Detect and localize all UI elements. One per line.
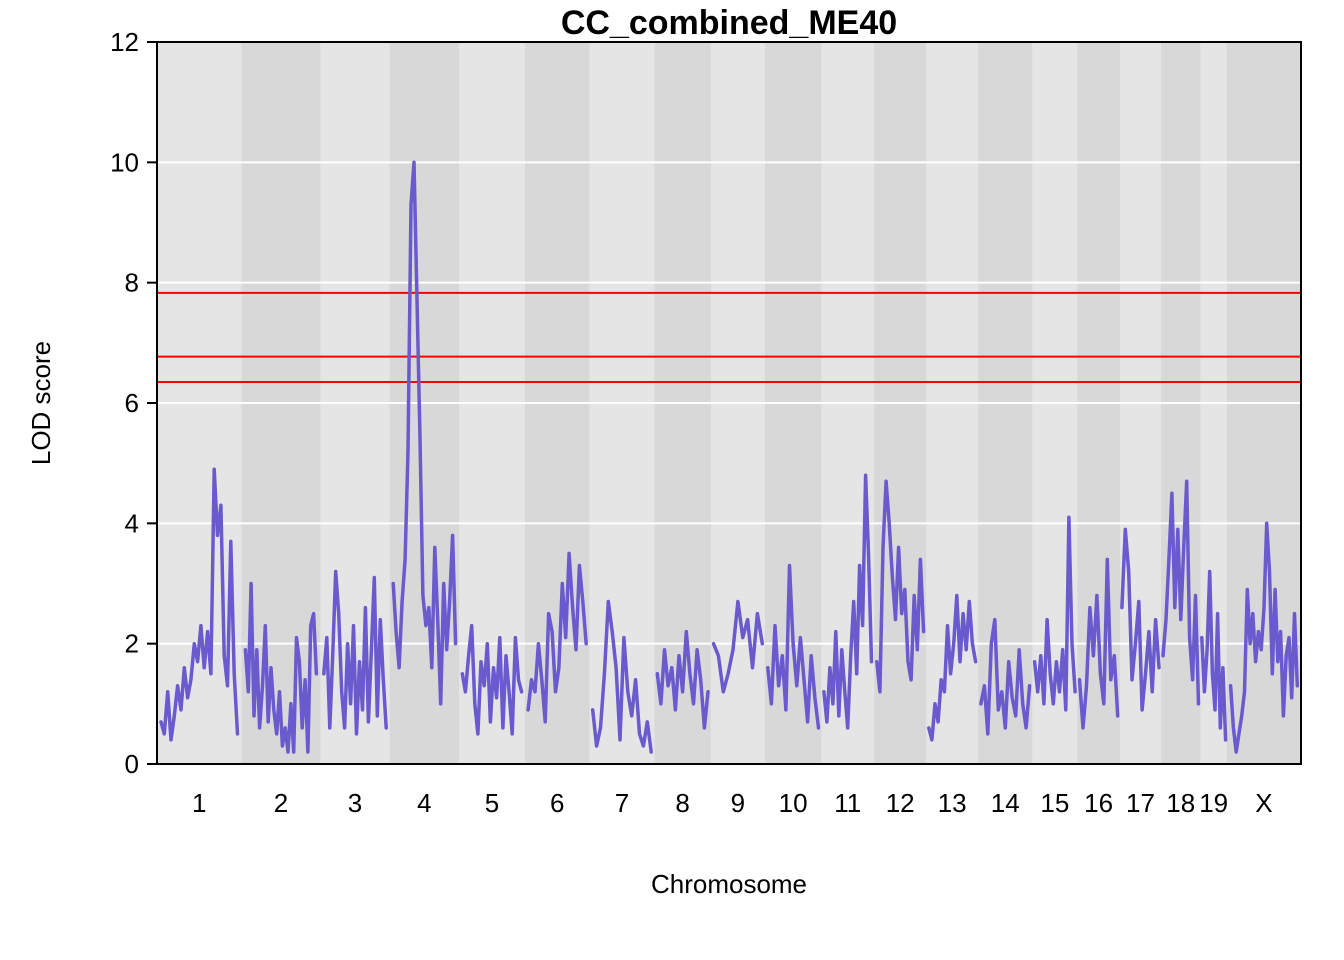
lod-line-chr-18 (1161, 479, 1201, 706)
x-tick-label-8: 8 (675, 788, 689, 818)
x-tick-label-6: 6 (550, 788, 564, 818)
lod-line-chr-11 (822, 473, 874, 730)
chart-title: CC_combined_ME40 (561, 4, 897, 42)
lod-line-chr-4 (391, 160, 458, 706)
lod-line-chr-2 (243, 581, 319, 754)
x-axis-labels: 1 2 3 4 5 6 7 8 9 10 11 12 13 14 15 16 17 18 19 X (192, 788, 1273, 818)
lod-line-chr-5 (460, 623, 524, 736)
lod-line-chr-12 (875, 479, 926, 694)
y-axis-label: LOD score (26, 341, 56, 465)
y-tick-label-2: 2 (125, 629, 139, 659)
lod-line-chr-7 (590, 599, 653, 754)
x-tick-label-3: 3 (348, 788, 362, 818)
lod-curve (159, 160, 1300, 754)
lod-line-chr-1 (159, 467, 240, 742)
x-tick-label-X: X (1255, 788, 1272, 818)
lod-line-chr-10 (766, 563, 821, 730)
x-tick-label-19: 19 (1199, 788, 1228, 818)
x-tick-label-12: 12 (886, 788, 915, 818)
y-tick-label-8: 8 (125, 268, 139, 298)
threshold-lines (157, 291, 1301, 383)
x-tick-label-4: 4 (417, 788, 431, 818)
x-tick-label-2: 2 (274, 788, 288, 818)
y-tick-label-12: 12 (110, 27, 139, 57)
x-tick-label-5: 5 (485, 788, 499, 818)
x-tick-label-1: 1 (192, 788, 206, 818)
y-tick-label-0: 0 (125, 749, 139, 779)
x-tick-label-16: 16 (1084, 788, 1113, 818)
x-tick-label-9: 9 (731, 788, 745, 818)
y-tick-label-10: 10 (110, 147, 139, 177)
lod-line-chr-3 (322, 569, 388, 736)
x-tick-label-17: 17 (1126, 788, 1155, 818)
x-axis-label: Chromosome (651, 869, 807, 899)
lod-line-chr-8 (655, 629, 710, 730)
x-tick-label-18: 18 (1166, 788, 1195, 818)
x-tick-label-7: 7 (615, 788, 629, 818)
lod-line-chr-17 (1120, 527, 1161, 712)
lod-line-chr-13 (927, 593, 978, 742)
lod-line-chr-X (1228, 521, 1300, 754)
lod-line-chr-19 (1200, 569, 1228, 742)
y-tick-label-4: 4 (125, 508, 139, 538)
lod-line-chr-9 (711, 599, 765, 694)
x-tick-label-10: 10 (779, 788, 808, 818)
x-tick-label-14: 14 (991, 788, 1020, 818)
x-tick-label-11: 11 (834, 788, 861, 818)
x-tick-label-15: 15 (1040, 788, 1069, 818)
lod-line-chr-15 (1032, 515, 1077, 712)
lod-line-chr-16 (1077, 557, 1120, 730)
x-tick-label-13: 13 (938, 788, 967, 818)
lod-line-chr-14 (979, 617, 1032, 736)
lod-line-chr-6 (526, 551, 588, 724)
y-axis-ticks: 0 2 4 6 8 10 12 (110, 27, 157, 779)
y-tick-label-6: 6 (125, 388, 139, 418)
